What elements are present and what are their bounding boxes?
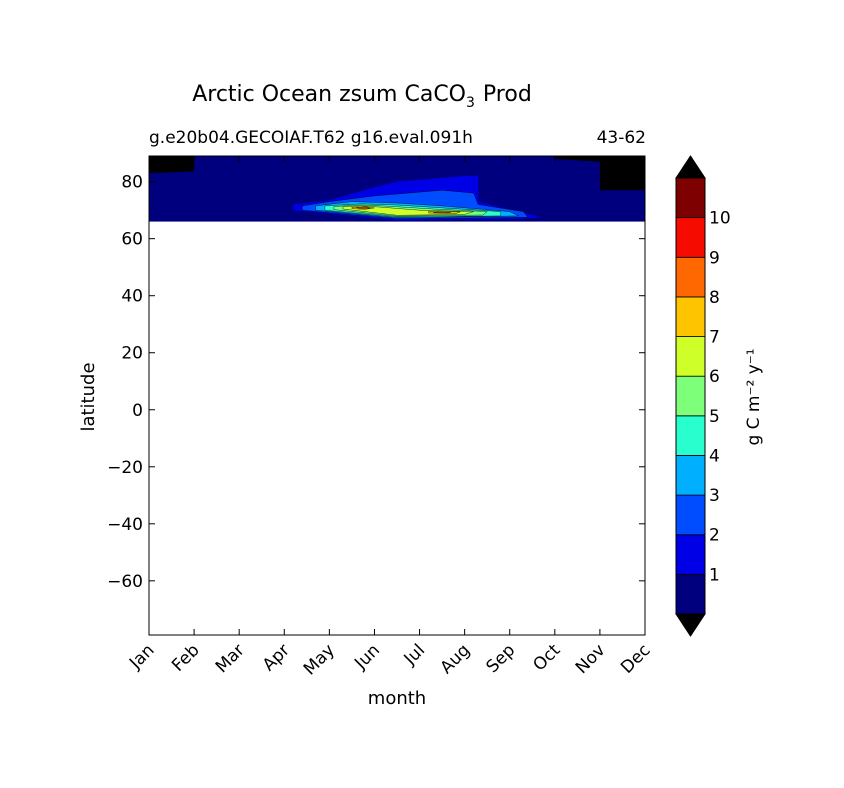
heatmap-no-data <box>554 156 645 191</box>
colorbar-tick-label: 10 <box>709 209 731 229</box>
y-tick-label: 80 <box>121 173 143 193</box>
colorbar-frame <box>675 177 706 615</box>
colorbar-tick-label: 3 <box>709 486 720 506</box>
colorbar-swatch <box>675 573 706 615</box>
colorbar-swatch <box>675 415 706 456</box>
colorbar-tick-label: 8 <box>709 288 720 308</box>
x-tick-label: May <box>300 640 339 679</box>
colorbar-tick-label: 7 <box>709 328 720 348</box>
colorbar-swatch <box>675 177 706 219</box>
colorbar: 1 2 3 4 5 6 7 8 9 10 <box>675 155 731 637</box>
colorbar-swatch <box>675 296 706 337</box>
chart-subtitle-right: 43-62 <box>597 128 646 148</box>
colorbar-label: g C m⁻² y⁻¹ <box>744 348 764 445</box>
y-tick-label: 0 <box>132 401 143 421</box>
colorbar-tick-label: 4 <box>709 446 720 466</box>
x-tick-label: Mar <box>212 640 249 677</box>
heatmap-layer <box>149 156 645 222</box>
x-tick-label: Nov <box>572 640 610 678</box>
colorbar-swatch <box>675 336 706 377</box>
x-tick-label: Feb <box>168 640 203 675</box>
colorbar-extend-over <box>675 155 706 179</box>
y-tick-label: −60 <box>107 572 143 592</box>
chart-subtitle-left: g.e20b04.GECOIAF.T62 g16.eval.091h <box>149 128 473 148</box>
x-tick-label: Jun <box>350 640 384 674</box>
heatmap-level-8 <box>433 211 452 214</box>
colorbar-swatch <box>675 217 706 258</box>
y-axis-label: latitude <box>78 362 99 431</box>
colorbar-swatch <box>675 534 706 575</box>
y-tick-label: −40 <box>107 515 143 535</box>
x-axis-label: month <box>368 688 426 709</box>
y-tick-label: 60 <box>121 230 143 250</box>
colorbar-tick-label: 9 <box>709 248 720 268</box>
colorbar-tick-label: 6 <box>709 367 720 387</box>
colorbar-swatch <box>675 375 706 417</box>
y-tick-label: −20 <box>107 458 143 478</box>
x-tick-label: Sep <box>482 640 519 677</box>
plot-frame <box>148 155 646 636</box>
x-tick-label: Dec <box>617 640 654 677</box>
y-axis: 80 60 40 20 0 −20 −40 −60 <box>107 173 645 592</box>
heatmap-level-8 <box>356 207 370 209</box>
heatmap-no-data <box>149 156 195 174</box>
colorbar-tick-label: 1 <box>709 565 720 585</box>
chart-title: Arctic Ocean zsum CaCO3 Prod <box>192 82 532 111</box>
y-tick-label: 20 <box>121 344 143 364</box>
x-tick-label: Aug <box>437 640 475 678</box>
colorbar-swatch <box>675 256 706 298</box>
colorbar-swatch <box>675 455 706 496</box>
colorbar-extend-under <box>675 613 706 637</box>
colorbar-tick-label: 5 <box>709 407 720 427</box>
x-tick-label: Oct <box>529 640 564 675</box>
y-tick-label: 40 <box>121 287 143 307</box>
x-tick-label: Jul <box>400 640 429 669</box>
x-tick-label: Apr <box>259 640 294 675</box>
x-tick-label: Jan <box>125 640 158 673</box>
colorbar-swatch <box>675 494 706 536</box>
plot-background <box>149 156 645 635</box>
colorbar-tick-label: 2 <box>709 526 720 546</box>
